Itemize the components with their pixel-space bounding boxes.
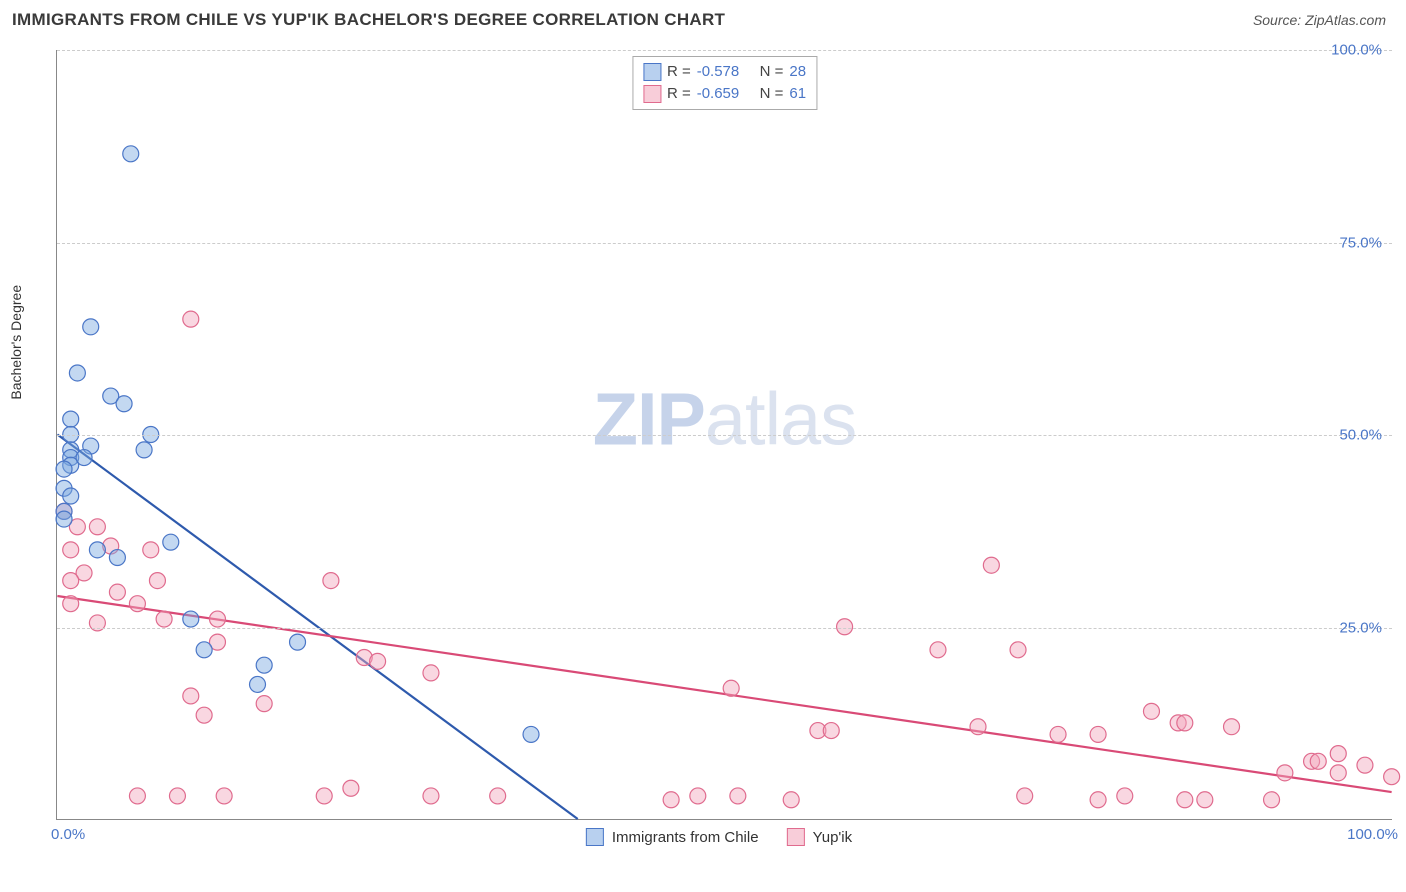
scatter-point (1330, 765, 1346, 781)
plot-area: ZIPatlas R = -0.578 N = 28 R = -0.659 N … (56, 50, 1392, 820)
scatter-point (56, 461, 72, 477)
chart-title: IMMIGRANTS FROM CHILE VS YUP'IK BACHELOR… (12, 10, 725, 30)
scatter-point (523, 726, 539, 742)
scatter-point (89, 542, 105, 558)
scatter-point (183, 611, 199, 627)
chart-source: Source: ZipAtlas.com (1253, 12, 1386, 28)
scatter-point (129, 596, 145, 612)
scatter-point (256, 657, 272, 673)
scatter-point (1117, 788, 1133, 804)
x-tick-100: 100.0% (1347, 826, 1398, 843)
scatter-point (89, 519, 105, 535)
y-axis-label: Bachelor's Degree (8, 285, 24, 400)
scatter-point (1224, 719, 1240, 735)
scatter-point (76, 450, 92, 466)
scatter-point (1264, 792, 1280, 808)
legend-label-yupik: Yup'ik (813, 829, 853, 846)
scatter-point (370, 653, 386, 669)
scatter-point (83, 319, 99, 335)
scatter-point (343, 780, 359, 796)
scatter-point (69, 365, 85, 381)
scatter-point (723, 680, 739, 696)
scatter-point (56, 511, 72, 527)
gridline (57, 435, 1392, 436)
scatter-point (290, 634, 306, 650)
scatter-point (983, 557, 999, 573)
legend-item-chile: Immigrants from Chile (586, 828, 759, 846)
y-tick: 50.0% (1339, 427, 1382, 444)
scatter-point (1330, 746, 1346, 762)
scatter-point (196, 707, 212, 723)
scatter-point (423, 788, 439, 804)
scatter-point (1384, 769, 1400, 785)
scatter-point (143, 542, 159, 558)
scatter-point (663, 792, 679, 808)
y-tick: 75.0% (1339, 234, 1382, 251)
scatter-point (169, 788, 185, 804)
scatter-point (1010, 642, 1026, 658)
scatter-point (316, 788, 332, 804)
scatter-point (63, 542, 79, 558)
scatter-point (256, 696, 272, 712)
y-tick: 25.0% (1339, 619, 1382, 636)
scatter-point (1277, 765, 1293, 781)
scatter-point (109, 584, 125, 600)
trendline (57, 596, 1391, 792)
scatter-point (63, 596, 79, 612)
scatter-point (136, 442, 152, 458)
scatter-point (1143, 703, 1159, 719)
scatter-point (196, 642, 212, 658)
legend-label-chile: Immigrants from Chile (612, 829, 759, 846)
legend-item-yupik: Yup'ik (787, 828, 853, 846)
scatter-point (183, 688, 199, 704)
scatter-point (109, 550, 125, 566)
scatter-point (63, 488, 79, 504)
scatter-point (690, 788, 706, 804)
legend-swatch-chile (586, 828, 604, 846)
scatter-point (209, 611, 225, 627)
scatter-point (149, 573, 165, 589)
scatter-point (163, 534, 179, 550)
chart-container: Bachelor's Degree ZIPatlas R = -0.578 N … (44, 50, 1394, 848)
y-tick: 100.0% (1331, 42, 1382, 59)
scatter-point (930, 642, 946, 658)
gridline (57, 50, 1392, 51)
scatter-point (970, 719, 986, 735)
scatter-point (129, 788, 145, 804)
scatter-point (490, 788, 506, 804)
scatter-point (250, 676, 266, 692)
gridline (57, 628, 1392, 629)
legend-series: Immigrants from Chile Yup'ik (586, 828, 852, 846)
scatter-point (63, 411, 79, 427)
scatter-point (156, 611, 172, 627)
chart-header: IMMIGRANTS FROM CHILE VS YUP'IK BACHELOR… (0, 0, 1406, 34)
scatter-point (783, 792, 799, 808)
scatter-point (1357, 757, 1373, 773)
legend-swatch-yupik (787, 828, 805, 846)
scatter-point (1090, 792, 1106, 808)
scatter-point (116, 396, 132, 412)
gridline (57, 243, 1392, 244)
scatter-point (1090, 726, 1106, 742)
scatter-point (1310, 753, 1326, 769)
scatter-point (730, 788, 746, 804)
scatter-point (1017, 788, 1033, 804)
scatter-point (1177, 792, 1193, 808)
scatter-point (1197, 792, 1213, 808)
scatter-point (823, 723, 839, 739)
scatter-point (323, 573, 339, 589)
scatter-point (123, 146, 139, 162)
scatter-point (1050, 726, 1066, 742)
scatter-point (63, 573, 79, 589)
scatter-point (183, 311, 199, 327)
x-tick-0: 0.0% (51, 826, 85, 843)
scatter-point (1177, 715, 1193, 731)
scatter-point (216, 788, 232, 804)
scatter-point (423, 665, 439, 681)
